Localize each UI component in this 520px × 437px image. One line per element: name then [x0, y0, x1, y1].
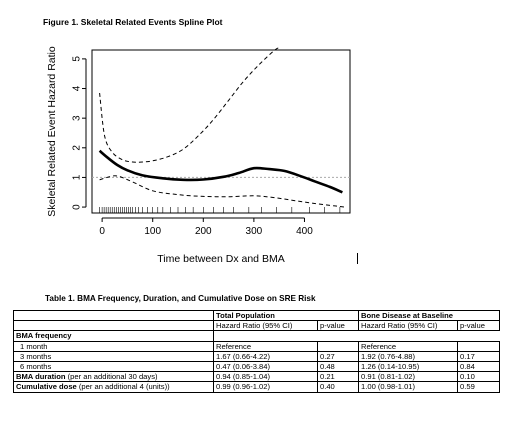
table-cell: 0.99 (0.96-1.02) — [213, 381, 318, 393]
sre-risk-table: Total Population Bone Disease at Baselin… — [13, 309, 501, 393]
row-label: 6 months — [20, 362, 52, 372]
x-tick-label: 200 — [195, 226, 212, 237]
table-title: Table 1. BMA Frequency, Duration, and Cu… — [45, 294, 316, 303]
table-cell — [457, 340, 501, 352]
table-cell: 0.10 — [457, 371, 501, 383]
table-column-header-row: Hazard Ratio (95% CI) p-value Hazard Rat… — [13, 320, 501, 332]
spline-estimate-line — [98, 149, 343, 194]
table-row: 3 months 1.67 (0.66-4.22) 0.27 1.92 (0.76-4… — [13, 350, 501, 363]
y-tick-label: 2 — [72, 145, 83, 151]
x-tick-label: 100 — [144, 226, 161, 237]
table-corner-cell — [13, 309, 214, 322]
y-tick-label: 0 — [72, 204, 83, 210]
table-row: 6 months 0.47 (0.06-3.84) 0.48 1.26 (0.14-1… — [13, 361, 501, 373]
table-label-header-cell — [13, 320, 214, 332]
col-header-hr-total: Hazard Ratio (95% CI) — [213, 320, 318, 332]
row-label-note: (per an additional 4 (units)) — [76, 382, 170, 392]
row-label-cell: 6 months — [13, 361, 214, 373]
figure-title: Figure 1. Skeletal Related Events Spline… — [43, 17, 223, 27]
table-row: BMA duration (per an additional 30 days)… — [13, 371, 501, 383]
table-cell: Reference — [213, 340, 318, 352]
row-label-cell: 3 months — [13, 350, 214, 363]
group-header-bone: Bone Disease at Baseline — [358, 309, 501, 322]
y-tick-label: 5 — [72, 56, 83, 62]
table-cell — [213, 330, 318, 342]
row-label-cell: BMA duration (per an additional 30 days) — [13, 371, 214, 383]
x-tick-label: 0 — [99, 226, 105, 237]
y-tick-label: 4 — [72, 85, 83, 91]
table-row: Cumulative dose (per an additional 4 (un… — [13, 381, 501, 393]
table-cell: 0.27 — [316, 350, 360, 363]
table-cell: 1.67 (0.66-4.22) — [213, 350, 318, 363]
col-header-p-bone: p-value — [457, 320, 501, 332]
table-group-header-row: Total Population Bone Disease at Baselin… — [13, 309, 501, 322]
table-cell — [317, 330, 359, 342]
row-label: 1 month — [20, 341, 48, 351]
text-cursor-mark — [357, 253, 358, 264]
row-label-cell: 1 month — [13, 340, 214, 352]
table-cell — [316, 340, 360, 352]
table-cell: Reference — [358, 340, 459, 352]
table-cell — [457, 330, 500, 342]
table-cell: 1.92 (0.76-4.88) — [358, 350, 459, 363]
table-cell: 0.94 (0.85-1.04) — [213, 371, 318, 383]
row-label-cell: BMA frequency — [13, 330, 214, 342]
row-label: 3 months — [20, 351, 52, 361]
col-header-hr-bone: Hazard Ratio (95% CI) — [358, 320, 459, 332]
table-row: BMA frequency — [13, 330, 500, 342]
group-header-total: Total Population — [212, 309, 360, 322]
table-cell: 0.91 (0.81-1.02) — [358, 371, 459, 383]
row-label-note: (per an additional 30 days) — [65, 372, 158, 382]
plot-border — [91, 49, 351, 214]
y-tick-label: 3 — [72, 115, 83, 121]
table-cell: 0.84 — [457, 361, 501, 373]
x-axis-title: Time between Dx and BMA — [157, 253, 284, 265]
spline-chart: 0 1 2 3 4 5 Skeletal Related Event Hazard Rati… — [46, 46, 351, 265]
table-cell: 0.48 — [316, 361, 360, 373]
table-cell — [358, 330, 458, 342]
table-cell: 0.17 — [457, 350, 501, 363]
row-label: BMA frequency — [16, 331, 72, 341]
table-cell: 1.26 (0.14-10.95) — [358, 361, 459, 373]
table-cell: 0.21 — [316, 371, 360, 383]
table-cell: 0.59 — [457, 381, 501, 393]
y-axis-title: Skeletal Related Event Hazard Ratio — [46, 46, 58, 217]
table-cell: 1.00 (0.98-1.01) — [358, 381, 459, 393]
y-tick-label: 1 — [72, 174, 83, 180]
row-label: BMA duration — [16, 372, 66, 382]
spline-ci-lower-line — [99, 175, 345, 208]
table-cell: 0.47 (0.06-3.84) — [213, 361, 318, 373]
x-tick-label: 300 — [246, 226, 263, 237]
table-cell: 0.40 — [316, 381, 360, 393]
spline-ci-upper-line — [99, 47, 280, 163]
x-tick-label: 400 — [296, 226, 313, 237]
table-row: 1 month Reference Reference — [13, 340, 501, 352]
row-label: Cumulative dose — [16, 382, 77, 392]
row-label-cell: Cumulative dose (per an additional 4 (un… — [13, 381, 214, 393]
col-header-p-total: p-value — [316, 320, 360, 332]
